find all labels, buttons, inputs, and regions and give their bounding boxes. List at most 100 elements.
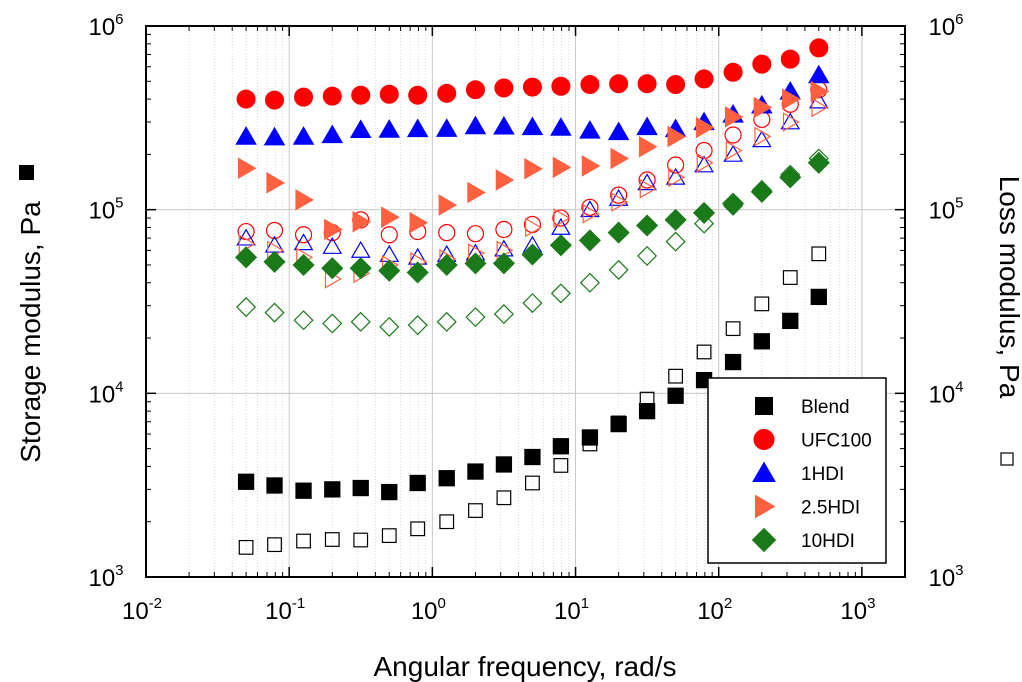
storage-point — [695, 116, 715, 139]
loss-point — [350, 311, 371, 332]
axis-ticks — [145, 25, 905, 578]
loss-point — [237, 222, 255, 241]
loss-point — [580, 200, 600, 218]
series-blend — [237, 246, 827, 555]
storage-point — [236, 89, 256, 109]
loss-point — [581, 198, 599, 216]
storage-point — [552, 156, 572, 179]
loss-point — [754, 126, 772, 147]
loss-point — [322, 313, 343, 334]
loss-point — [350, 240, 371, 258]
loss-point — [267, 537, 282, 553]
storage-point — [580, 75, 600, 95]
storage-point — [694, 69, 714, 89]
storage-point — [465, 80, 485, 100]
storage-point — [722, 192, 745, 215]
loss-point — [550, 283, 571, 304]
loss-point — [525, 217, 543, 238]
storage-point — [321, 257, 344, 280]
loss-point — [468, 503, 483, 518]
storage-point — [263, 250, 286, 273]
storage-point — [235, 126, 257, 145]
legend-marker — [755, 494, 776, 519]
loss-point — [639, 178, 657, 199]
storage-point — [636, 116, 658, 136]
series-2-5hdi — [237, 80, 830, 289]
loss-point — [811, 97, 829, 118]
x-tick-label: 101 — [554, 595, 589, 625]
loss-point — [380, 226, 398, 244]
storage-point — [235, 246, 258, 269]
storage-point — [521, 116, 544, 136]
loss-point — [439, 514, 455, 530]
storage-point — [521, 243, 544, 266]
y-tick-label-right: 105 — [928, 195, 963, 225]
loss-point — [436, 311, 457, 332]
storage-point — [581, 429, 599, 446]
storage-point — [753, 96, 773, 119]
loss-point — [407, 315, 428, 336]
storage-point — [322, 86, 342, 106]
storage-point — [294, 87, 314, 107]
loss-point — [293, 310, 314, 331]
legend: Blend UFC100 1HDI 2.5HDI 10HDI — [707, 377, 887, 564]
storage-point — [295, 189, 314, 211]
x-axis-title: Angular frequency, rad/s — [374, 651, 677, 682]
legend-label: Blend — [801, 397, 850, 418]
left-axis-marker-icon — [19, 165, 34, 180]
storage-point — [406, 118, 429, 138]
storage-point — [349, 257, 372, 280]
legend-marker — [753, 429, 775, 450]
storage-point — [237, 473, 255, 490]
x-tick-label: 102 — [697, 595, 732, 625]
storage-point — [724, 106, 744, 128]
storage-point — [464, 115, 487, 135]
x-tick-label: 10-1 — [265, 595, 305, 625]
loss-point — [694, 155, 714, 173]
storage-point — [324, 218, 343, 241]
loss-point — [496, 490, 512, 506]
loss-point — [410, 521, 426, 537]
loss-point — [724, 126, 742, 144]
legend-box — [707, 377, 887, 564]
storage-point — [667, 125, 687, 148]
storage-point — [750, 180, 773, 203]
storage-point — [292, 126, 315, 145]
loss-point — [525, 475, 540, 491]
x-tick-label: 103 — [840, 595, 875, 625]
loss-point — [665, 231, 686, 252]
plot-frame — [145, 25, 906, 578]
storage-point — [263, 126, 286, 146]
loss-point — [782, 112, 800, 132]
storage-point — [779, 166, 802, 189]
loss-point — [811, 246, 827, 262]
loss-point — [236, 296, 257, 318]
y-tick-label-left: 106 — [88, 11, 123, 41]
loss-point — [611, 192, 629, 212]
storage-point — [379, 84, 399, 104]
loss-point — [353, 532, 369, 548]
loss-point — [465, 307, 486, 328]
storage-point — [265, 90, 285, 110]
y-tick-label-left: 104 — [88, 378, 123, 408]
storage-point — [607, 121, 630, 141]
storage-point — [378, 259, 401, 282]
storage-point — [493, 115, 515, 135]
storage-point — [549, 234, 572, 257]
series-10hdi — [235, 148, 830, 337]
storage-point — [292, 253, 315, 277]
loss-point — [610, 186, 628, 204]
loss-point — [638, 171, 656, 189]
y-axis-title-right: Loss modulus, Pa — [994, 176, 1022, 399]
storage-point — [664, 208, 687, 231]
loss-point — [579, 272, 600, 293]
loss-point — [725, 140, 743, 161]
storage-point — [381, 206, 400, 228]
loss-point — [296, 533, 311, 549]
storage-point — [495, 456, 513, 473]
storage-point — [810, 80, 830, 103]
storage-point — [378, 119, 401, 138]
storage-point — [638, 402, 656, 420]
storage-point — [581, 155, 601, 177]
storage-point — [409, 211, 429, 234]
